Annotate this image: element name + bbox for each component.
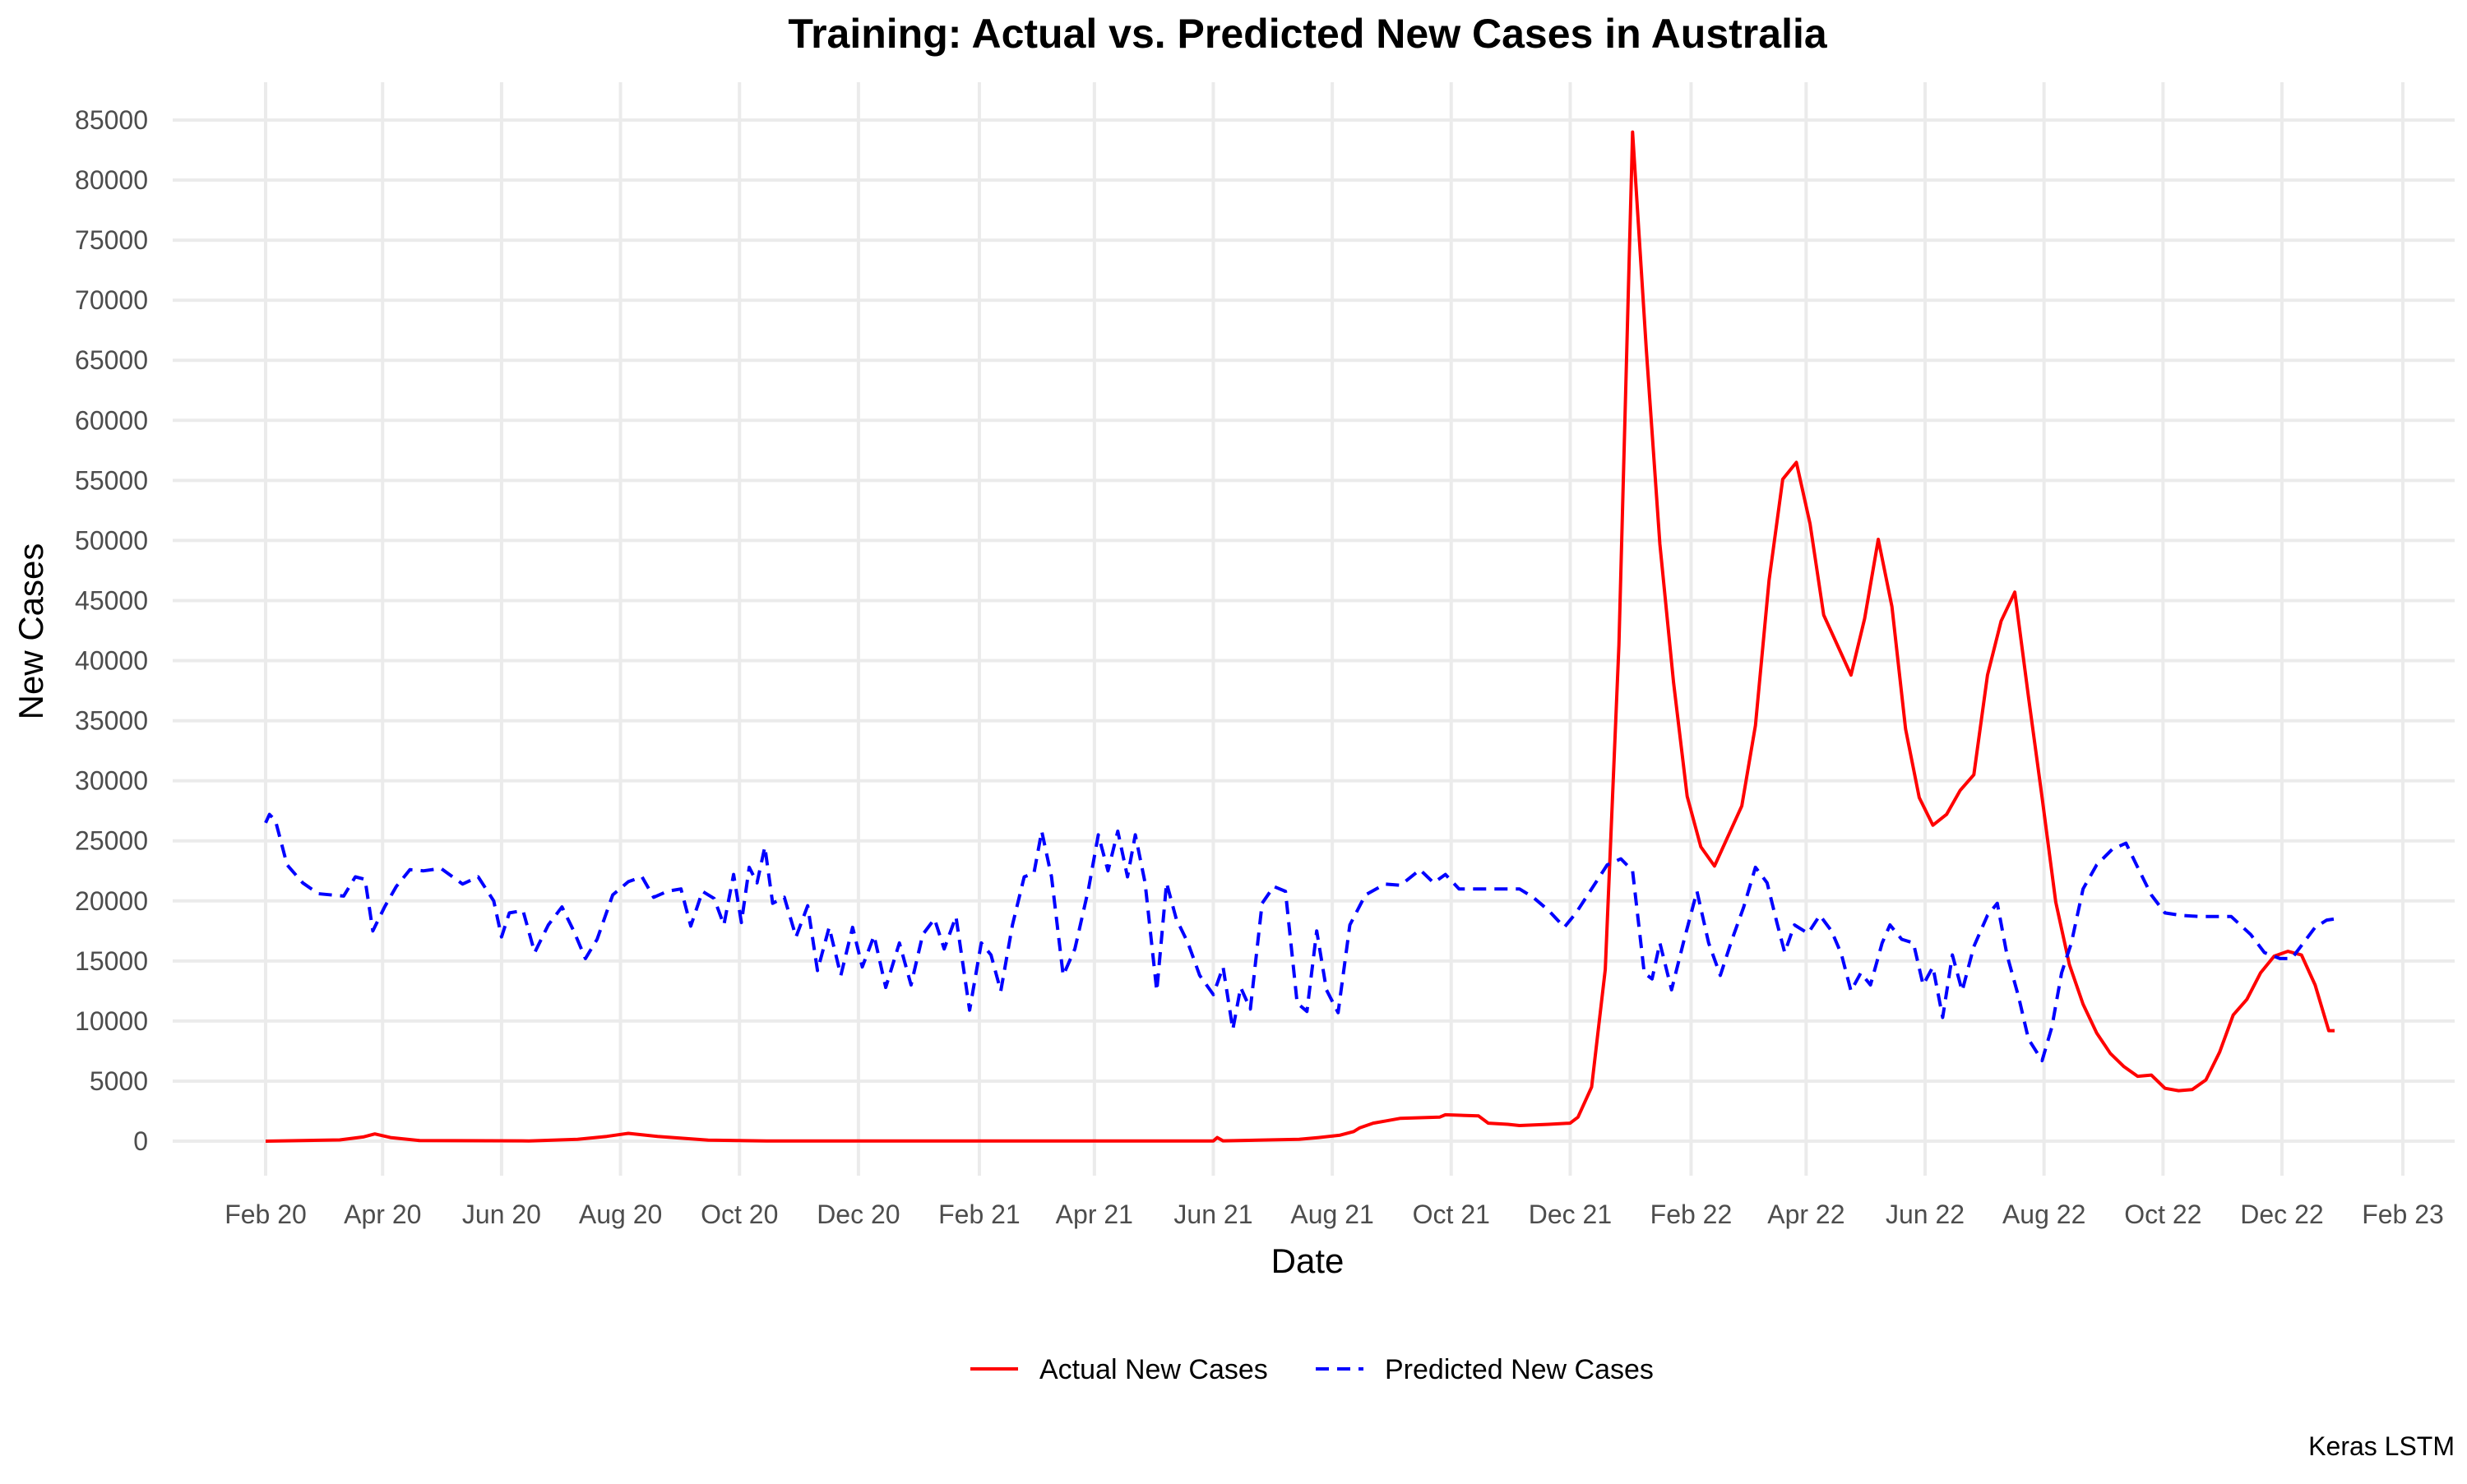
y-tick-label: 5000 [90,1066,148,1096]
x-tick-label: Feb 22 [1650,1200,1733,1229]
x-axis-title: Date [1271,1241,1345,1280]
x-tick-label: Oct 21 [1413,1200,1490,1229]
y-tick-label: 80000 [75,165,148,195]
series-line-predicted [264,812,2335,1063]
y-tick-label: 20000 [75,886,148,916]
y-tick-label: 40000 [75,646,148,676]
y-tick-label: 55000 [75,465,148,495]
x-tick-label: Dec 22 [2240,1200,2323,1229]
x-tick-label: Feb 21 [938,1200,1021,1229]
y-tick-label: 60000 [75,405,148,435]
x-tick-label: Oct 22 [2124,1200,2201,1229]
y-tick-label: 50000 [75,525,148,555]
y-tick-label: 75000 [75,225,148,255]
y-axis-ticks: 0 5000 10000 15000 20000 25000 30000 35000 40000… [75,105,148,1156]
y-tick-label: 70000 [75,285,148,315]
chart-legend: Actual New Cases Predicted New Cases [970,1354,1654,1385]
legend-label-predicted: Predicted New Cases [1385,1354,1654,1385]
x-tick-label: Jun 22 [1886,1200,1965,1229]
chart-title: Training: Actual vs. Predicted New Cases… [788,11,1828,57]
x-tick-label: Aug 22 [2002,1200,2085,1229]
y-tick-label: 35000 [75,706,148,736]
y-tick-label: 15000 [75,946,148,976]
y-tick-label: 10000 [75,1006,148,1036]
series-lines [264,130,2335,1143]
legend-label-actual: Actual New Cases [1039,1354,1268,1385]
x-tick-label: Jun 20 [462,1200,541,1229]
x-tick-label: Oct 20 [701,1200,778,1229]
y-tick-label: 85000 [75,105,148,135]
series-line-actual [265,130,2335,1143]
x-tick-label: Apr 22 [1767,1200,1844,1229]
x-tick-label: Apr 20 [344,1200,421,1229]
y-tick-label: 30000 [75,766,148,796]
x-tick-label: Dec 20 [817,1200,900,1229]
chart-caption: Keras LSTM [2308,1431,2455,1461]
x-tick-label: Feb 20 [224,1200,307,1229]
y-tick-label: 45000 [75,585,148,615]
x-tick-label: Feb 23 [2362,1200,2444,1229]
y-tick-label: 65000 [75,345,148,375]
grid-lines [173,82,2455,1176]
x-tick-label: Apr 21 [1056,1200,1133,1229]
y-axis-title: New Cases [12,543,50,720]
x-tick-label: Aug 21 [1290,1200,1373,1229]
x-tick-label: Jun 21 [1173,1200,1252,1229]
y-tick-label: 25000 [75,826,148,856]
x-tick-label: Aug 20 [579,1200,662,1229]
x-axis-ticks: Feb 20 Apr 20 Jun 20 Aug 20 Oct 20 Dec 20 Feb … [224,1200,2444,1229]
x-tick-label: Dec 21 [1529,1200,1612,1229]
y-tick-label: 0 [133,1126,148,1156]
